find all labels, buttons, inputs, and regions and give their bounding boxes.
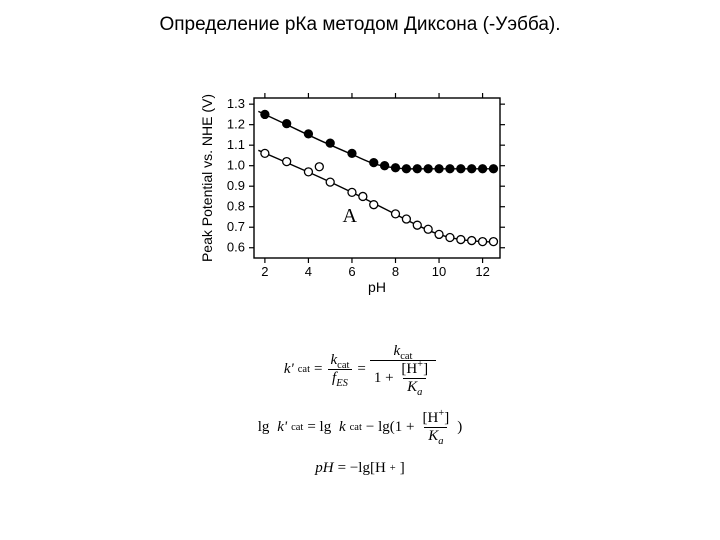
svg-text:Peak Potential vs. NHE (V): Peak Potential vs. NHE (V) — [199, 94, 215, 262]
svg-text:0.7: 0.7 — [227, 219, 245, 234]
page-title: Определение рКа методом Диксона (-Уэбба)… — [0, 14, 720, 36]
svg-text:0.6: 0.6 — [227, 240, 245, 255]
panel-label: A — [343, 205, 357, 228]
svg-text:12: 12 — [475, 264, 489, 279]
svg-text:1.3: 1.3 — [227, 96, 245, 111]
svg-text:6: 6 — [348, 264, 355, 279]
equation-1: k'cat = kcatfES = kcat1 + [H+]Ka — [0, 344, 720, 395]
svg-text:0.9: 0.9 — [227, 178, 245, 193]
equations-block: k'cat = kcatfES = kcat1 + [H+]Ka lg k'ca… — [0, 328, 720, 493]
svg-text:2: 2 — [261, 264, 268, 279]
chart-container: 2 4 6 8 10 12 0.6 0.7 0.8 0.9 1.0 1.1 1.2 1.3 pH Peak P… — [198, 88, 508, 296]
equation-3: pH = −lg[H+] — [0, 460, 720, 477]
svg-text:10: 10 — [432, 264, 446, 279]
chart-svg: 2 4 6 8 10 12 0.6 0.7 0.8 0.9 1.0 1.1 1.2 1.3 pH Peak P… — [198, 88, 508, 296]
svg-text:0.8: 0.8 — [227, 199, 245, 214]
svg-text:1.1: 1.1 — [227, 137, 245, 152]
svg-text:pH: pH — [368, 279, 386, 295]
svg-text:1.0: 1.0 — [227, 158, 245, 173]
svg-text:1.2: 1.2 — [227, 117, 245, 132]
equation-2: lg k'cat = lg kcat − lg(1 + [H+]Ka) — [0, 411, 720, 444]
svg-text:4: 4 — [305, 264, 312, 279]
title-text: Определение рКа методом Диксона (-Уэбба)… — [159, 14, 560, 35]
svg-text:8: 8 — [392, 264, 399, 279]
